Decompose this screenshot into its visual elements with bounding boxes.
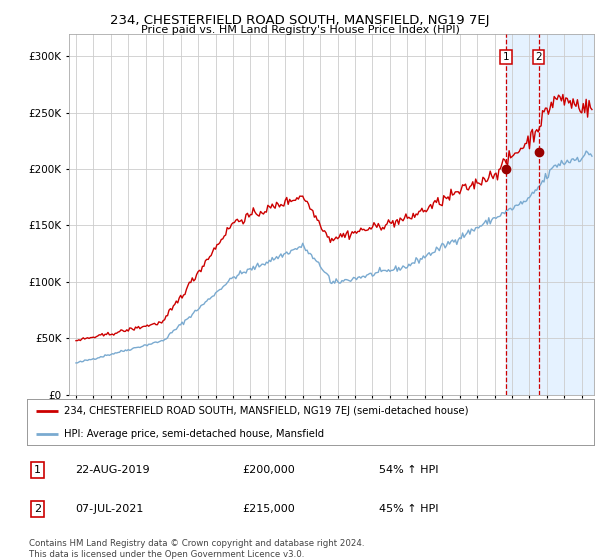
Text: Price paid vs. HM Land Registry's House Price Index (HPI): Price paid vs. HM Land Registry's House … bbox=[140, 25, 460, 35]
Text: 2: 2 bbox=[535, 52, 542, 62]
Text: HPI: Average price, semi-detached house, Mansfield: HPI: Average price, semi-detached house,… bbox=[64, 429, 324, 438]
Text: £215,000: £215,000 bbox=[242, 504, 295, 514]
Text: Contains HM Land Registry data © Crown copyright and database right 2024.
This d: Contains HM Land Registry data © Crown c… bbox=[29, 539, 364, 559]
Text: 234, CHESTERFIELD ROAD SOUTH, MANSFIELD, NG19 7EJ (semi-detached house): 234, CHESTERFIELD ROAD SOUTH, MANSFIELD,… bbox=[64, 406, 469, 416]
Text: 1: 1 bbox=[503, 52, 509, 62]
Text: 22-AUG-2019: 22-AUG-2019 bbox=[75, 465, 150, 475]
Text: 45% ↑ HPI: 45% ↑ HPI bbox=[379, 504, 438, 514]
Text: £200,000: £200,000 bbox=[242, 465, 295, 475]
Text: 54% ↑ HPI: 54% ↑ HPI bbox=[379, 465, 438, 475]
Text: 07-JUL-2021: 07-JUL-2021 bbox=[75, 504, 143, 514]
Text: 234, CHESTERFIELD ROAD SOUTH, MANSFIELD, NG19 7EJ: 234, CHESTERFIELD ROAD SOUTH, MANSFIELD,… bbox=[110, 14, 490, 27]
Text: 1: 1 bbox=[34, 465, 41, 475]
Text: 2: 2 bbox=[34, 504, 41, 514]
Bar bbox=[506, 34, 594, 395]
